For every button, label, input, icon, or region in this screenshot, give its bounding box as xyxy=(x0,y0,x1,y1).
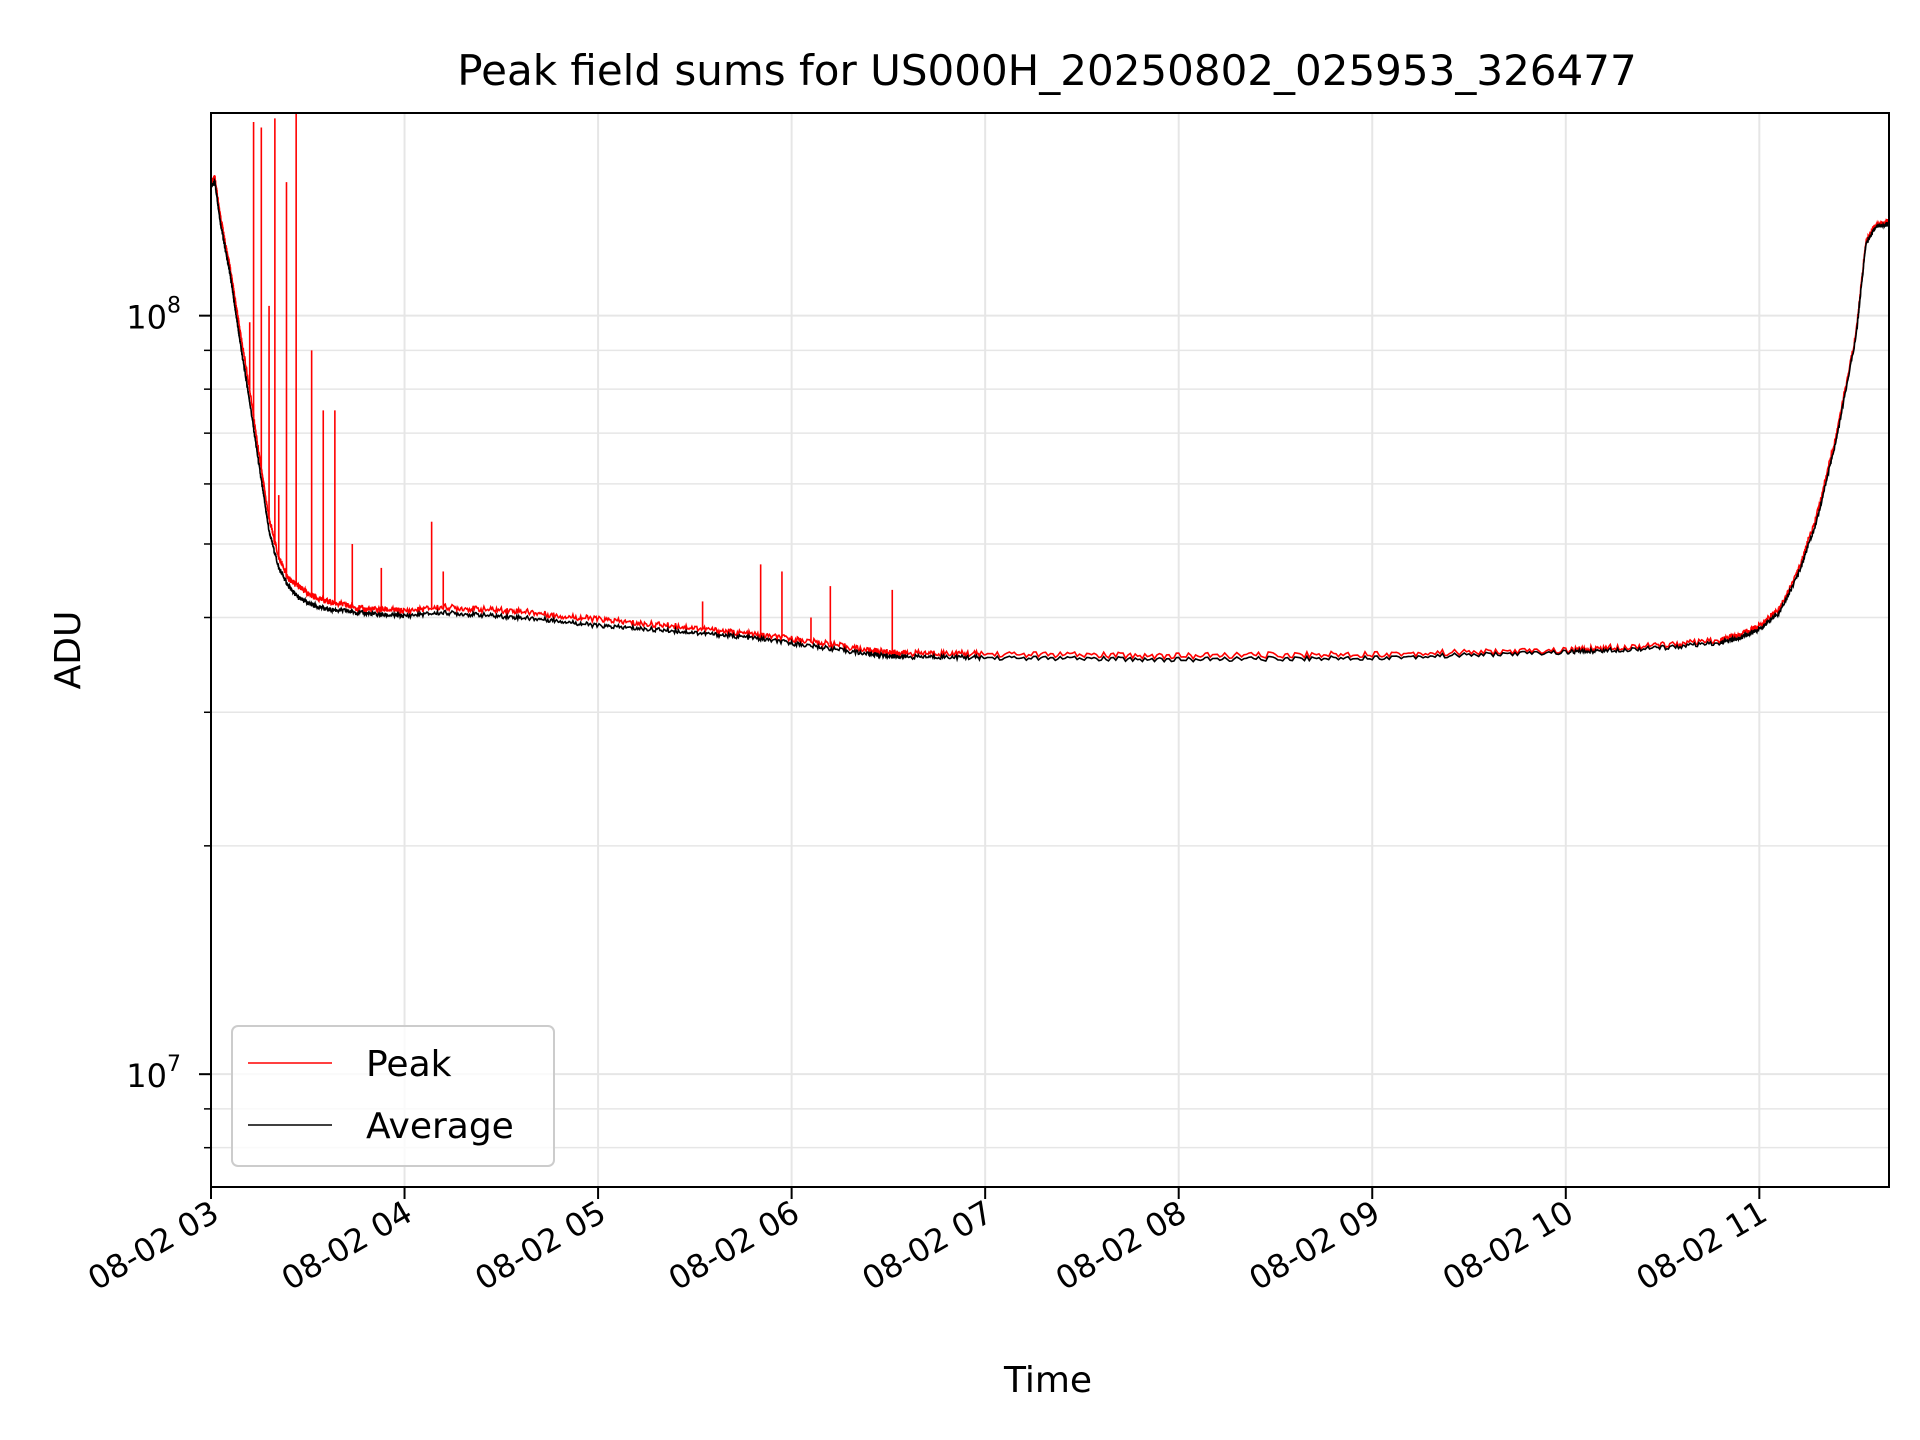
x-axis-label: Time xyxy=(1003,1360,1092,1401)
series-peak xyxy=(210,113,1890,661)
legend-label-peak: Peak xyxy=(366,1044,452,1085)
y-tick-label: 107 xyxy=(126,1052,181,1095)
legend-box xyxy=(231,1025,555,1167)
legend: Peak Average xyxy=(231,1025,555,1167)
series-average xyxy=(210,177,1890,663)
y-axis-label: ADU xyxy=(48,611,89,690)
legend-label-average: Average xyxy=(366,1106,514,1147)
chart-title: Peak field sums for US000H_20250802_0259… xyxy=(457,46,1636,95)
plot-frame xyxy=(210,112,1890,1188)
y-tick-label: 108 xyxy=(126,294,181,337)
grid xyxy=(210,113,1889,1187)
peak-line xyxy=(210,174,1890,661)
average-line xyxy=(210,177,1890,663)
y-axis: 107 108 xyxy=(126,294,211,1149)
